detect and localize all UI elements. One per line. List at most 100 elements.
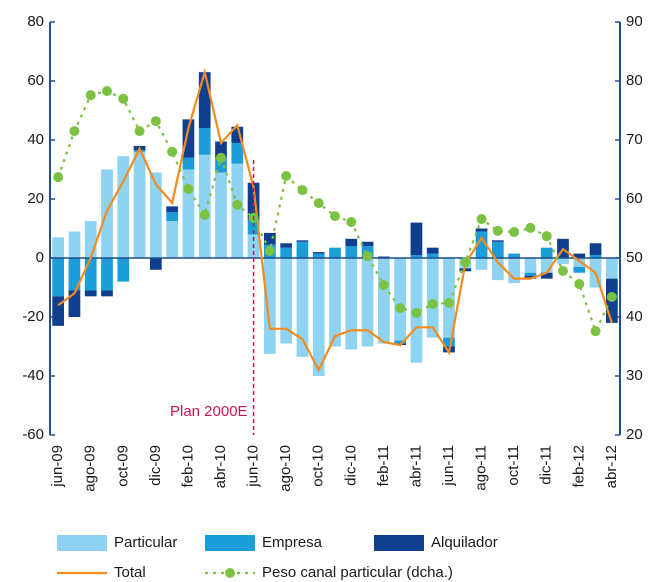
bar xyxy=(426,258,439,338)
legend-label: Particular xyxy=(114,534,177,551)
bar xyxy=(426,253,439,258)
bar xyxy=(605,258,618,279)
marker xyxy=(492,225,503,236)
bar xyxy=(508,258,521,284)
y2-tick-label: 30 xyxy=(626,367,643,384)
bar xyxy=(52,237,65,258)
bar xyxy=(68,290,81,317)
marker xyxy=(460,257,471,268)
bar xyxy=(215,172,227,258)
marker xyxy=(330,211,340,222)
marker xyxy=(606,291,617,302)
bar xyxy=(198,154,211,258)
bar xyxy=(524,258,537,273)
marker xyxy=(541,231,552,242)
y2-tick-label: 60 xyxy=(626,190,643,207)
y-tick-label: -20 xyxy=(22,308,44,325)
x-tick-label: jun-10 xyxy=(245,445,262,488)
y2-tick-label: 90 xyxy=(626,13,643,30)
x-tick-label: jun-09 xyxy=(49,445,66,488)
y-tick-label: 80 xyxy=(27,13,44,30)
bar xyxy=(84,290,97,297)
bar xyxy=(182,169,195,258)
y2-tick-label: 50 xyxy=(626,249,643,266)
bar xyxy=(215,157,227,173)
bar xyxy=(68,258,81,291)
bar xyxy=(524,272,537,276)
x-tick-label: dic-10 xyxy=(342,445,359,486)
legend-swatch xyxy=(205,535,255,551)
bar xyxy=(84,221,97,258)
marker xyxy=(378,280,389,291)
x-tick-label: feb-11 xyxy=(375,445,392,486)
bar xyxy=(589,243,602,256)
bar xyxy=(215,141,227,158)
y-tick-label: -40 xyxy=(22,367,44,384)
bar xyxy=(573,253,586,258)
marker xyxy=(134,126,145,137)
marker xyxy=(509,227,520,238)
bar xyxy=(296,241,309,258)
marker xyxy=(590,326,601,337)
legend-label: Empresa xyxy=(262,534,323,551)
bar xyxy=(247,182,260,220)
marker xyxy=(69,126,80,137)
bar xyxy=(231,163,244,258)
bar xyxy=(410,222,423,256)
bar xyxy=(166,212,179,222)
x-tick-label: ago-09 xyxy=(82,445,99,492)
bar xyxy=(312,253,325,258)
bar xyxy=(280,247,293,258)
bar xyxy=(361,258,374,347)
bar xyxy=(540,272,553,279)
bar xyxy=(491,258,504,281)
marker xyxy=(427,299,438,310)
marker xyxy=(395,303,406,314)
legend-label: Alquilador xyxy=(431,534,498,551)
y-tick-label: 20 xyxy=(27,190,44,207)
marker xyxy=(150,116,161,127)
x-tick-label: abr-11 xyxy=(407,445,424,487)
marker xyxy=(281,170,292,181)
x-tick-label: feb-10 xyxy=(179,445,196,488)
bar xyxy=(377,258,390,344)
bar xyxy=(101,258,113,291)
annotation: Plan 2000E xyxy=(170,403,248,420)
bar xyxy=(84,258,97,291)
bar xyxy=(149,258,162,270)
bar xyxy=(231,126,244,143)
marker xyxy=(53,172,64,183)
bar xyxy=(557,258,569,264)
bar xyxy=(508,253,521,258)
bar xyxy=(166,221,179,258)
x-tick-label: oct-11 xyxy=(505,445,522,486)
bar xyxy=(491,241,504,258)
legend-swatch xyxy=(57,535,107,551)
y-tick-label: 0 xyxy=(36,249,44,266)
marker xyxy=(199,209,210,220)
bar xyxy=(312,252,325,254)
marker xyxy=(216,152,226,163)
x-tick-label: feb-12 xyxy=(570,445,587,488)
bar xyxy=(280,258,293,344)
x-tick-label: oct-09 xyxy=(114,445,131,487)
y2-tick-label: 80 xyxy=(626,72,643,89)
legend-label: Total xyxy=(114,564,146,581)
marker xyxy=(346,217,357,228)
y2-tick-label: 40 xyxy=(626,308,643,325)
bar xyxy=(329,247,341,258)
bar xyxy=(231,142,244,164)
bar xyxy=(68,231,81,258)
bar xyxy=(296,258,309,357)
marker xyxy=(558,265,568,276)
marker xyxy=(102,86,112,97)
bar xyxy=(52,296,65,326)
bar xyxy=(312,258,325,376)
bar xyxy=(198,72,211,129)
bar xyxy=(166,206,179,213)
bar xyxy=(475,231,488,258)
legend-label: Peso canal particular (dcha.) xyxy=(262,564,453,581)
x-tick-label: abr-10 xyxy=(212,445,229,488)
bar xyxy=(198,128,211,155)
